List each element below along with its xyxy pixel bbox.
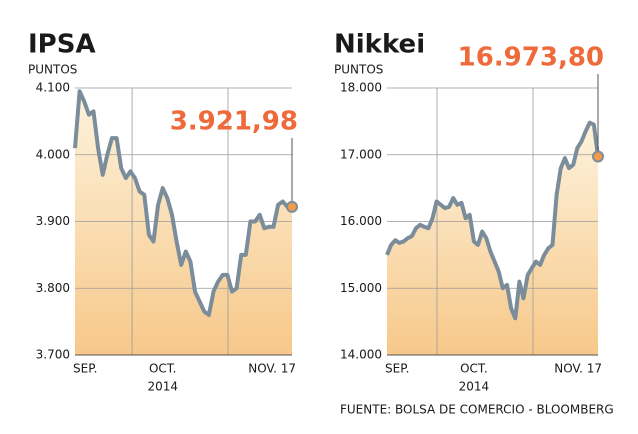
y-tick-label: 3.800: [36, 281, 70, 295]
y-axis-label: PUNTOS: [28, 63, 77, 77]
y-tick-label: 16.000: [340, 214, 382, 228]
y-tick-label: 4.100: [36, 81, 70, 95]
value-label: 3.921,98: [170, 107, 298, 137]
area: [387, 122, 598, 355]
y-tick-label: 17.000: [340, 147, 382, 161]
end-point: [286, 200, 298, 213]
chart-title: IPSA: [28, 30, 96, 60]
x-tick-label: NOV. 17: [248, 362, 296, 376]
x-tick-label: NOV. 17: [554, 362, 602, 376]
y-tick-label: 4.000: [36, 147, 70, 161]
x-tick-label: OCT.: [460, 362, 488, 376]
y-tick-label: 3.900: [36, 214, 70, 228]
value-label: 16.973,80: [458, 43, 604, 73]
chart-title: Nikkei: [334, 30, 425, 60]
y-tick-label: 3.700: [36, 348, 70, 362]
y-axis-label: PUNTOS: [334, 63, 383, 77]
x-year-label: 2014: [147, 380, 178, 394]
source: FUENTE: BOLSA DE COMERCIO - BLOOMBERG: [340, 403, 614, 417]
line: [73, 89, 292, 317]
x-tick-label: OCT.: [149, 362, 177, 376]
x-year-label: 2014: [459, 380, 490, 394]
y-tick-label: 15.000: [340, 281, 382, 295]
y-tick-label: 18.000: [340, 81, 382, 95]
y-tick-label: 14.000: [340, 348, 382, 362]
line: [385, 120, 600, 321]
x-tick-label: SEP.: [385, 362, 409, 376]
x-tick-label: SEP.: [73, 362, 97, 376]
end-point: [592, 150, 604, 163]
